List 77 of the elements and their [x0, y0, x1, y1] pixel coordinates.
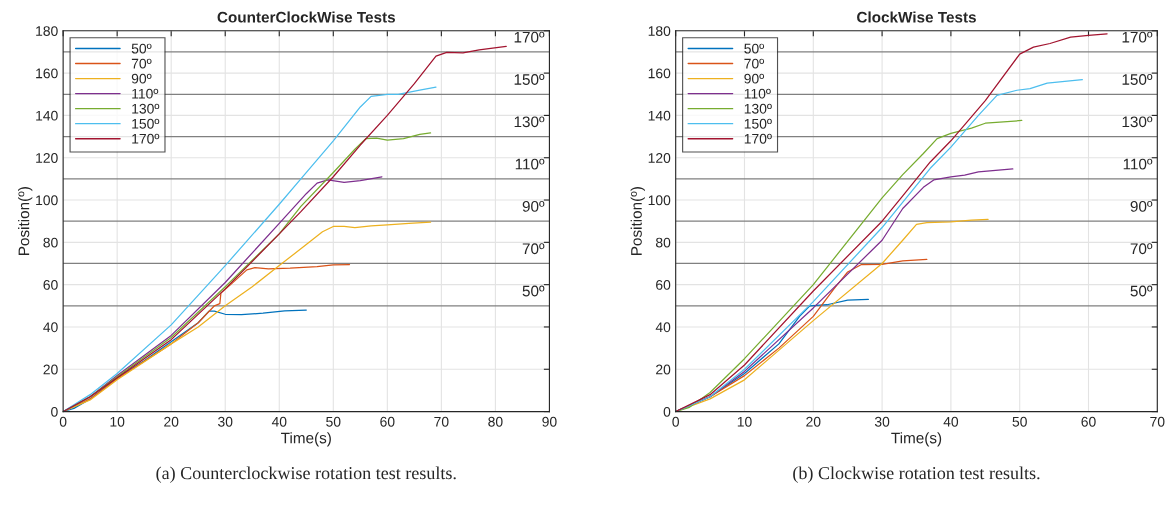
legend-label: 130º [744, 103, 772, 114]
legend-label: 70º [131, 58, 152, 69]
x-tick-label: 30 [218, 416, 233, 427]
ref-line-label: 130º [1122, 116, 1153, 128]
ref-line-label: 110º [515, 158, 545, 170]
ref-line-label: 170º [1122, 31, 1153, 43]
y-axis-title: Position(º) [630, 187, 645, 255]
x-axis-title: Time(s) [281, 432, 331, 447]
x-tick-label: 0 [59, 416, 67, 427]
ref-line-label: 50º [1130, 285, 1153, 297]
chart-title: ClockWise Tests [857, 11, 976, 23]
x-tick-label: 80 [488, 416, 503, 427]
x-tick-label: 70 [1150, 416, 1165, 427]
x-tick-label: 10 [110, 416, 125, 427]
ref-line-label: 50º [522, 285, 545, 297]
legend-label: 150º [744, 118, 772, 129]
y-tick-label: 160 [648, 68, 671, 79]
x-tick-label: 0 [672, 416, 679, 427]
x-tick-label: 50 [326, 416, 341, 427]
legend-label: 110º [132, 88, 159, 99]
x-tick-label: 40 [271, 416, 287, 427]
x-tick-label: 60 [380, 416, 395, 427]
y-tick-label: 20 [43, 364, 58, 375]
ref-line-label: 90º [522, 200, 545, 212]
x-tick-label: 60 [1081, 416, 1096, 427]
legend-label: 70º [744, 58, 765, 69]
x-axis-title: Time(s) [891, 432, 942, 447]
y-tick-label: 80 [43, 237, 58, 248]
y-tick-label: 160 [36, 68, 58, 79]
y-tick-label: 0 [51, 406, 58, 417]
y-tick-label: 20 [656, 364, 671, 375]
ref-line-label: 110º [1123, 158, 1153, 170]
y-tick-label: 80 [655, 237, 671, 248]
y-tick-label: 140 [648, 110, 671, 121]
y-axis-title: Position(º) [18, 187, 33, 255]
ref-line-label: 150º [514, 74, 545, 85]
y-tick-label: 140 [36, 110, 58, 121]
ref-line-label: 70º [522, 243, 545, 255]
line-series [63, 86, 437, 412]
x-tick-label: 90 [542, 416, 557, 427]
y-tick-label: 60 [656, 279, 671, 290]
x-tick-label: 20 [164, 416, 179, 427]
y-tick-label: 60 [43, 279, 58, 290]
x-tick-label: 30 [874, 416, 890, 427]
legend-label: 90º [744, 73, 765, 84]
text: (b) Clockwise rotation test results. [793, 466, 1040, 483]
y-tick-label: 100 [36, 195, 58, 206]
y-tick-label: 0 [663, 406, 671, 417]
legend-label: 170º [132, 133, 160, 144]
y-tick-label: 180 [648, 26, 671, 36]
ref-line-label: 150º [1122, 74, 1153, 85]
legend-label: 90º [131, 73, 152, 84]
x-tick-label: 70 [434, 416, 449, 427]
x-tick-label: 20 [806, 416, 821, 427]
y-tick-label: 120 [648, 153, 671, 163]
x-tick-label: 10 [737, 416, 752, 427]
legend-label: 50º [744, 43, 765, 54]
line-series [63, 221, 432, 412]
legend-label: 110º [744, 88, 771, 99]
y-tick-label: 40 [655, 322, 671, 333]
text: (a) Counterclockwise rotation test results. [156, 466, 456, 483]
chart-title: CounterClockWise Tests [217, 11, 396, 23]
ref-line-label: 170º [514, 31, 545, 43]
ref-line-label: 90º [1130, 200, 1153, 212]
y-tick-label: 120 [36, 153, 58, 163]
line-series [63, 45, 507, 412]
x-tick-label: 40 [943, 416, 959, 427]
legend-label: 170º [744, 133, 772, 144]
y-tick-label: 40 [43, 322, 58, 333]
legend-label: 50º [131, 43, 152, 54]
legend-label: 130º [132, 103, 160, 114]
ref-line-label: 130º [514, 116, 545, 128]
x-tick-label: 50 [1012, 416, 1027, 427]
y-tick-label: 100 [648, 195, 671, 206]
y-tick-label: 180 [36, 26, 58, 36]
legend-label: 150º [132, 118, 160, 129]
ref-line-label: 70º [1130, 243, 1153, 255]
